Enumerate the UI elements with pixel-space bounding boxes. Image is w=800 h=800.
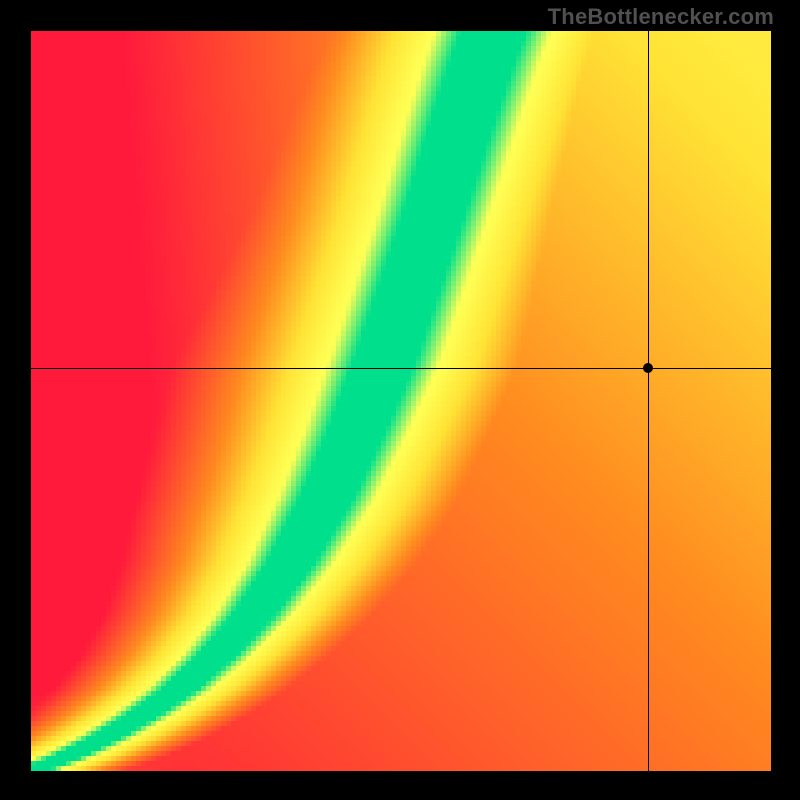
crosshair-horizontal	[31, 368, 771, 369]
crosshair-dot	[643, 363, 653, 373]
crosshair-vertical	[648, 31, 649, 771]
heatmap-canvas	[31, 31, 771, 771]
heatmap-plot	[31, 31, 771, 771]
watermark-text: TheBottlenecker.com	[548, 4, 774, 30]
